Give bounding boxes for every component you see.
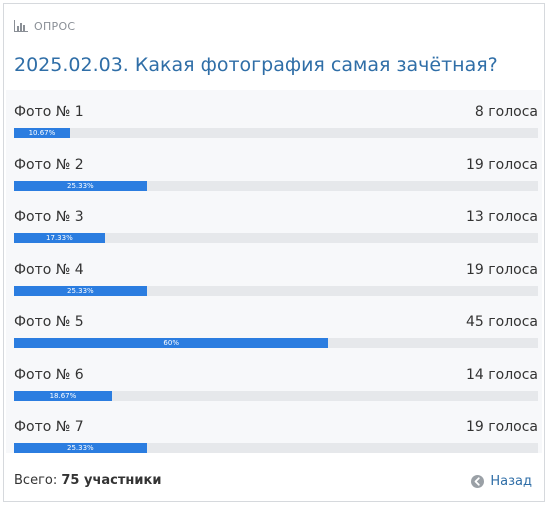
- arrow-left-circle-icon: [471, 474, 485, 488]
- option-label: Фото № 5: [14, 314, 84, 330]
- progress-fill: [14, 233, 105, 243]
- option-label: Фото № 2: [14, 156, 84, 173]
- option-label: Фото № 7: [14, 419, 84, 435]
- progress-fill: [14, 338, 329, 348]
- progress-fill: [14, 285, 147, 296]
- option-votes: 19 голоса: [466, 261, 538, 278]
- back-label: Назад: [490, 473, 532, 489]
- percent-label: 25.33%: [67, 181, 94, 190]
- option-label: Фото № 3: [14, 209, 84, 225]
- progress-track: 25.33%: [14, 443, 538, 453]
- progress-track: 17.33%: [14, 233, 538, 243]
- progress-track: 10.67%: [14, 128, 538, 138]
- poll-option-row: Фото № 3 13 голоса 17.33%: [14, 197, 538, 243]
- progress-track: 25.33%: [14, 285, 538, 296]
- percent-label: 25.33%: [67, 444, 94, 452]
- poll-option-row: Фото № 6 14 голоса 18.67%: [14, 355, 538, 401]
- total-value: 75 участники: [61, 473, 162, 488]
- progress-fill: [14, 128, 70, 138]
- option-label: Фото № 1: [14, 104, 84, 120]
- poll-total: Всего: 75 участники: [14, 473, 161, 488]
- bar-chart-icon: [14, 20, 28, 32]
- option-votes: 19 голоса: [466, 156, 538, 173]
- poll-results: Фото № 1 8 голоса 10.67% Фото № 2 19 голоса 2…: [6, 90, 542, 453]
- percent-label: 17.33%: [46, 234, 73, 242]
- percent-label: 25.33%: [67, 286, 94, 295]
- section-label: ОПРОС: [34, 19, 76, 33]
- progress-track: 60%: [14, 338, 538, 348]
- poll-header: ОПРОС: [14, 18, 75, 34]
- percent-label: 60%: [163, 339, 179, 347]
- option-votes: 19 голоса: [466, 419, 538, 435]
- option-votes: 13 голоса: [466, 209, 538, 225]
- option-votes: 45 голоса: [466, 314, 538, 330]
- poll-option-row: Фото № 7 19 голоса 25.33%: [14, 407, 538, 453]
- progress-fill: [14, 443, 147, 453]
- option-label: Фото № 4: [14, 261, 84, 278]
- poll-option-row: Фото № 1 8 голоса 10.67%: [14, 92, 538, 138]
- poll-card: ОПРОС 2025.02.03. Какая фотография самая…: [3, 3, 545, 502]
- poll-option-row: Фото № 4 19 голоса 25.33%: [14, 250, 538, 296]
- option-votes: 8 голоса: [474, 104, 538, 120]
- progress-fill: [14, 180, 147, 191]
- poll-option-row: Фото № 2 19 голоса 25.33%: [14, 145, 538, 191]
- percent-label: 18.67%: [49, 391, 77, 400]
- poll-option-row: Фото № 5 45 голоса 60%: [14, 302, 538, 348]
- poll-title: 2025.02.03. Какая фотография самая зачёт…: [14, 54, 498, 76]
- option-label: Фото № 6: [14, 366, 84, 383]
- total-prefix: Всего:: [14, 473, 58, 488]
- back-button[interactable]: Назад: [471, 472, 532, 490]
- progress-fill: [14, 390, 112, 401]
- progress-track: 25.33%: [14, 180, 538, 191]
- option-votes: 14 голоса: [466, 366, 538, 383]
- progress-track: 18.67%: [14, 390, 538, 401]
- percent-label: 10.67%: [28, 129, 56, 137]
